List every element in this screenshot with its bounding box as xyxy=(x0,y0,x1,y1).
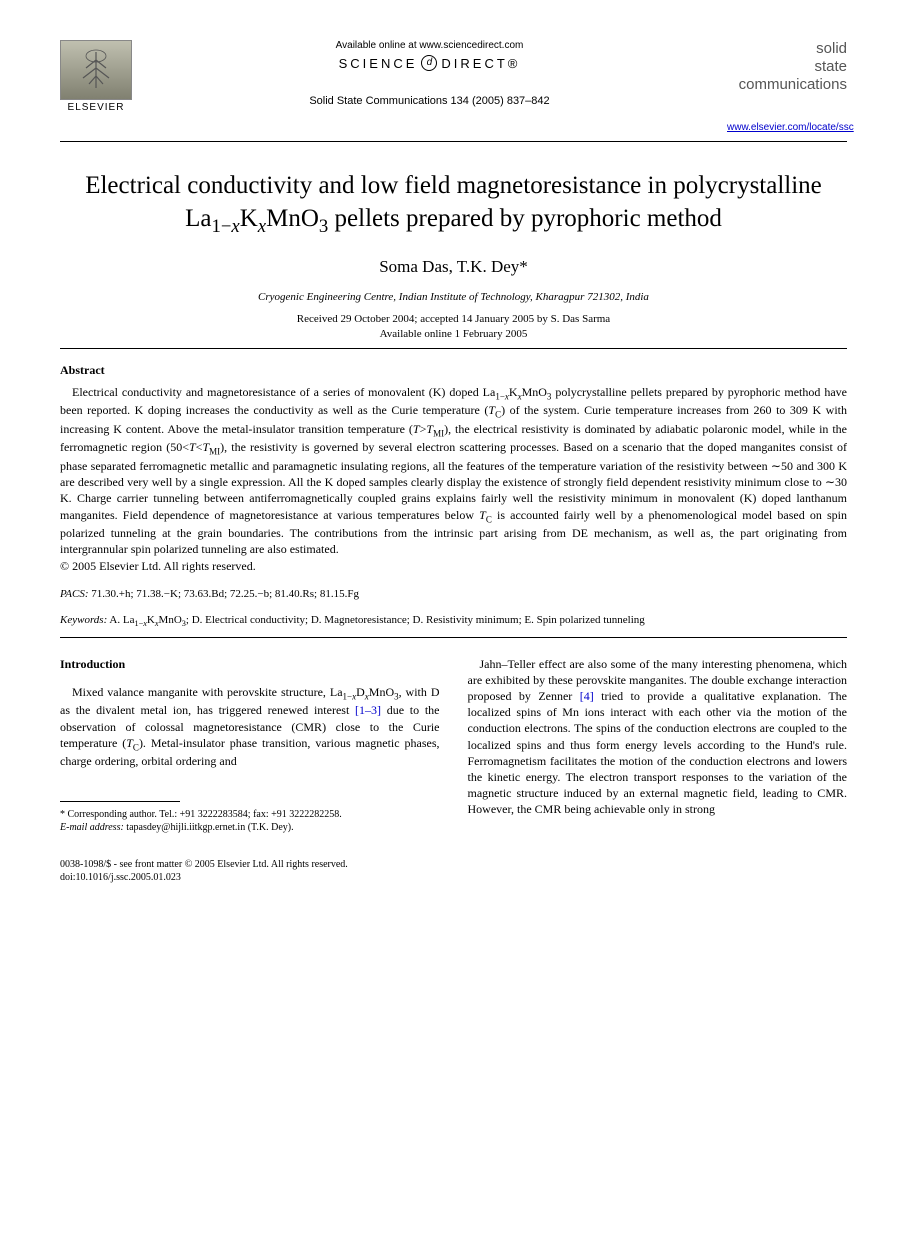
author-list: Soma Das, T.K. Dey* xyxy=(60,257,847,277)
mid-rule-2 xyxy=(60,637,847,638)
jname-2: state xyxy=(814,58,847,75)
right-column: Jahn–Teller effect are also some of the … xyxy=(468,656,848,835)
elsevier-tree-icon xyxy=(60,40,132,100)
received-accepted-dates: Received 29 October 2004; accepted 14 Ja… xyxy=(60,313,847,325)
two-column-body: Introduction Mixed valance manganite wit… xyxy=(60,656,847,835)
intro-para-right: Jahn–Teller effect are also some of the … xyxy=(468,656,848,818)
sd-d-icon: d xyxy=(421,55,437,71)
intro-para-left: Mixed valance manganite with perovskite … xyxy=(60,684,440,770)
pacs-label: PACS: xyxy=(60,588,89,600)
mid-rule-1 xyxy=(60,348,847,349)
elsevier-logo: ELSEVIER xyxy=(60,40,132,120)
abstract-copyright: © 2005 Elsevier Ltd. All rights reserved… xyxy=(60,559,847,574)
footer: 0038-1098/$ - see front matter © 2005 El… xyxy=(60,858,847,884)
elsevier-label: ELSEVIER xyxy=(60,102,132,113)
article-title: Electrical conductivity and low field ma… xyxy=(60,170,847,239)
journal-homepage-link[interactable]: www.elsevier.com/locate/ssc xyxy=(727,122,847,133)
available-online-date: Available online 1 February 2005 xyxy=(60,328,847,340)
jname-1: solid xyxy=(816,40,847,57)
center-header: Available online at www.sciencedirect.co… xyxy=(132,40,727,107)
journal-name: solid state communications xyxy=(727,40,847,94)
header-row: ELSEVIER Available online at www.science… xyxy=(60,40,847,133)
footnote-rule xyxy=(60,801,180,802)
abstract-body: Electrical conductivity and magnetoresis… xyxy=(60,384,847,558)
ref-link-1-3[interactable]: [1–3] xyxy=(355,703,381,717)
journal-logo-block: solid state communications www.elsevier.… xyxy=(727,40,847,133)
sd-right: DIRECT® xyxy=(441,56,520,71)
sd-left: SCIENCE xyxy=(339,56,418,71)
footer-front-matter: 0038-1098/$ - see front matter © 2005 El… xyxy=(60,858,847,871)
keywords-values: A. La1−xKxMnO3; D. Electrical conductivi… xyxy=(109,614,644,626)
keywords-label: Keywords: xyxy=(60,614,107,626)
jname-3: communications xyxy=(739,76,847,93)
email-footnote: E-mail address: tapasdey@hijli.iitkgp.er… xyxy=(60,821,440,834)
email-address: tapasdey@hijli.iitkgp.ernet.in (T.K. Dey… xyxy=(126,822,293,833)
top-rule xyxy=(60,141,847,142)
pacs-values: 71.30.+h; 71.38.−K; 73.63.Bd; 72.25.−b; … xyxy=(91,588,359,600)
introduction-heading: Introduction xyxy=(60,656,440,672)
corresponding-author-footnote: * Corresponding author. Tel.: +91 322228… xyxy=(60,808,440,821)
left-column: Introduction Mixed valance manganite wit… xyxy=(60,656,440,835)
pacs-line: PACS: 71.30.+h; 71.38.−K; 73.63.Bd; 72.2… xyxy=(60,588,847,600)
footer-doi: doi:10.1016/j.ssc.2005.01.023 xyxy=(60,871,847,884)
abstract-heading: Abstract xyxy=(60,363,847,378)
email-label: E-mail address: xyxy=(60,822,124,833)
science-direct-logo: SCIENCE d DIRECT® xyxy=(152,55,707,71)
journal-reference: Solid State Communications 134 (2005) 83… xyxy=(152,95,707,107)
affiliation: Cryogenic Engineering Centre, Indian Ins… xyxy=(60,291,847,303)
available-online-text: Available online at www.sciencedirect.co… xyxy=(152,40,707,51)
ref-link-4[interactable]: [4] xyxy=(580,689,594,703)
keywords-line: Keywords: A. La1−xKxMnO3; D. Electrical … xyxy=(60,614,847,628)
